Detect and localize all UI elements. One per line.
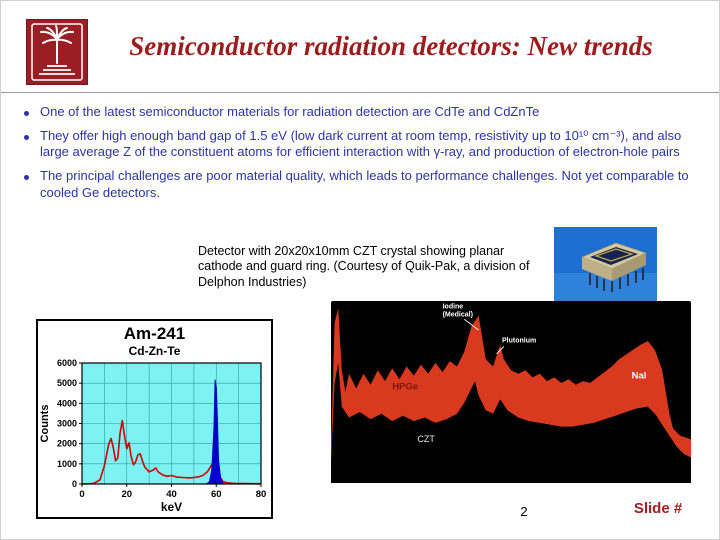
svg-text:6000: 6000 xyxy=(57,358,77,368)
am241-chart-title: Am-241 xyxy=(123,324,186,343)
svg-text:Iodine(Medical): Iodine (Medical) xyxy=(443,304,473,319)
university-logo xyxy=(26,19,88,85)
bullet-list: One of the latest semiconductor material… xyxy=(15,104,697,208)
svg-text:CZT: CZT xyxy=(417,434,435,444)
svg-text:Counts: Counts xyxy=(39,405,51,443)
package-pins xyxy=(589,268,644,292)
bullet-text: They offer high enough band gap of 1.5 e… xyxy=(40,127,682,160)
am241-chart: Am-241 Cd-Zn-Te 0 1000 2000 3000 4000 5000 600… xyxy=(36,319,273,519)
svg-text:1000: 1000 xyxy=(57,459,77,469)
svg-text:40: 40 xyxy=(166,489,177,500)
logo-base-lines xyxy=(39,65,75,75)
guard-ring xyxy=(594,248,634,262)
svg-text:4000: 4000 xyxy=(57,398,77,408)
bullet-text: The principal challenges are poor materi… xyxy=(40,167,689,200)
detector-photo xyxy=(554,227,657,303)
am241-plot: 0 1000 2000 3000 4000 5000 6000 0 20 40 60 80 keV Cou… xyxy=(39,358,267,514)
detector-caption: Detector with 20x20x10mm CZT crystal sho… xyxy=(198,244,530,289)
svg-text:keV: keV xyxy=(161,500,182,514)
page-number: 2 xyxy=(520,504,528,519)
package-left-face xyxy=(582,257,612,281)
czt-package xyxy=(581,242,647,292)
svg-text:2000: 2000 xyxy=(57,439,77,449)
bullet-item: The principal challenges are poor materi… xyxy=(15,168,697,201)
am241-chart-subtitle: Cd-Zn-Te xyxy=(128,344,181,358)
svg-text:Plutonium: Plutonium xyxy=(502,337,536,344)
svg-text:0: 0 xyxy=(79,489,84,500)
bullet-text: One of the latest semiconductor material… xyxy=(40,104,540,119)
svg-text:3000: 3000 xyxy=(57,419,77,429)
spectrum-comparison-chart: Iodine (Medical) Plutonium HPGe NaI CZT xyxy=(331,301,691,483)
bullet-marker xyxy=(24,174,29,180)
bullet-item: They offer high enough band gap of 1.5 e… xyxy=(15,128,697,161)
slide-number-label: Slide # xyxy=(633,500,683,517)
svg-text:0: 0 xyxy=(72,479,77,489)
svg-text:60: 60 xyxy=(211,489,222,500)
palm-tree-icon xyxy=(40,25,74,64)
svg-text:5000: 5000 xyxy=(57,378,77,388)
svg-text:HPGe: HPGe xyxy=(392,381,418,392)
bullet-item: One of the latest semiconductor material… xyxy=(15,104,697,121)
bullet-marker xyxy=(24,111,29,116)
svg-text:80: 80 xyxy=(256,489,267,500)
package-front-face xyxy=(612,253,646,281)
header-divider xyxy=(1,92,719,93)
bullet-marker xyxy=(24,134,29,140)
slide-title: Semiconductor radiation detectors: New t… xyxy=(129,31,653,61)
svg-text:NaI: NaI xyxy=(632,370,647,381)
logo-border xyxy=(31,23,83,81)
svg-text:20: 20 xyxy=(121,489,132,500)
